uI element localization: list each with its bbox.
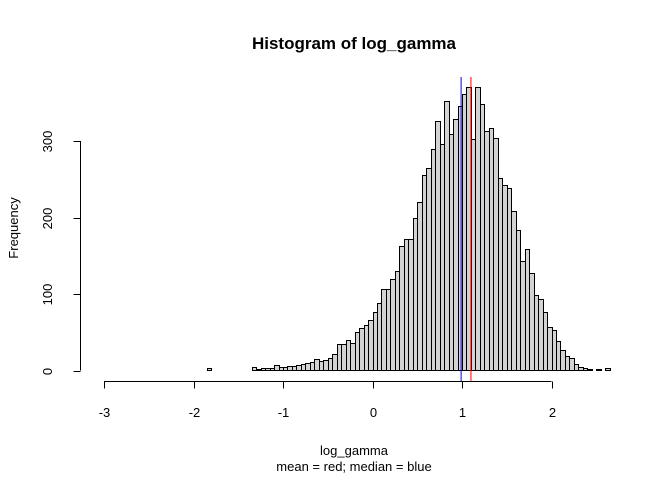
histogram-bar: [413, 218, 418, 371]
histogram-bar: [520, 261, 526, 371]
histogram-bar: [484, 131, 490, 371]
histogram-bar: [261, 368, 266, 371]
histogram-bar: [489, 128, 494, 371]
histogram-bar: [449, 134, 454, 371]
x-axis-label: log_gamma: [320, 443, 389, 458]
x-tick-label: -1: [278, 405, 290, 420]
histogram-bar: [435, 121, 441, 371]
histogram-bar: [426, 168, 432, 371]
histogram-bar: [511, 211, 517, 371]
histogram-bar: [547, 327, 553, 371]
x-tick-label: -3: [99, 405, 111, 420]
histogram-bar: [395, 271, 400, 371]
histogram-bar: [337, 344, 342, 371]
histogram-bar: [475, 87, 481, 371]
histogram-bar: [287, 366, 293, 371]
y-axis-label: Frequency: [6, 197, 21, 259]
histogram-bar: [529, 273, 535, 371]
histogram-bar: [319, 361, 324, 371]
histogram-bar: [283, 367, 288, 371]
histogram-bar: [373, 312, 378, 371]
histogram-bar: [296, 365, 302, 371]
y-tick-label: 100: [40, 284, 55, 306]
x-tick-label: 2: [549, 405, 556, 420]
x-tick-label: -2: [189, 405, 201, 420]
chart-title: Histogram of log_gamma: [252, 34, 457, 53]
histogram-bar: [574, 364, 579, 371]
histogram-bars: [207, 87, 611, 371]
histogram-bar: [422, 175, 427, 371]
histogram-bar: [364, 325, 369, 371]
histogram-bar: [332, 354, 338, 371]
histogram-bar: [310, 362, 315, 371]
histogram-bar: [408, 239, 414, 371]
histogram-bar: [305, 363, 311, 371]
histogram-bar: [556, 341, 561, 371]
histogram-bar: [543, 312, 548, 371]
histogram-bar: [605, 368, 611, 371]
histogram-bar: [578, 367, 584, 371]
histogram-bar: [404, 239, 409, 371]
histogram-bar: [502, 185, 508, 371]
histogram-bar: [440, 144, 445, 371]
histogram-bar: [274, 365, 280, 371]
histogram-bar: [498, 178, 503, 371]
histogram-bar: [596, 369, 602, 371]
histogram-bar: [417, 202, 423, 371]
histogram-bar: [279, 367, 284, 371]
histogram-bar: [453, 119, 459, 371]
x-tick-label: 0: [370, 405, 377, 420]
histogram-bar: [587, 369, 593, 371]
y-tick-label: 300: [40, 131, 55, 153]
histogram-bar: [341, 344, 347, 371]
histogram-bar: [314, 359, 320, 371]
stat-lines: [460, 77, 472, 382]
y-tick-label: 200: [40, 208, 55, 230]
histogram-bar: [480, 104, 485, 371]
histogram-bar: [301, 364, 306, 371]
histogram-bar: [350, 343, 356, 371]
histogram-bar: [458, 106, 463, 371]
x-axis-subtitle: mean = red; median = blue: [276, 459, 431, 474]
histogram-bar: [534, 295, 539, 371]
histogram-bar: [207, 368, 212, 371]
histogram-bar: [399, 246, 405, 371]
histogram-bar: [381, 289, 387, 371]
histogram-bar: [355, 332, 360, 371]
histogram-bar: [516, 230, 521, 371]
histogram-bar: [323, 360, 329, 371]
x-tick-label: 1: [459, 405, 466, 420]
histogram-bar: [565, 356, 570, 371]
histogram-bar: [256, 369, 262, 371]
histogram-bar: [471, 139, 476, 371]
histogram-bar: [569, 358, 575, 371]
histogram-bar: [386, 289, 391, 371]
histogram-bar: [390, 279, 396, 371]
histogram-bar: [292, 366, 297, 371]
histogram-bar: [493, 138, 499, 371]
histogram-bar: [368, 320, 374, 371]
histogram-bar: [270, 368, 275, 371]
histogram-bar: [252, 367, 257, 371]
histogram-bar: [346, 340, 351, 371]
histogram-bar: [265, 368, 271, 371]
histogram-bar: [525, 249, 530, 371]
histogram-bar: [583, 368, 588, 371]
histogram-bar: [538, 299, 544, 371]
histogram-bar: [552, 330, 557, 371]
histogram-bar: [431, 149, 436, 371]
histogram-bar: [444, 101, 450, 371]
x-axis: -3 -2 -1 0 1 2: [99, 381, 556, 420]
histogram-bar: [462, 94, 467, 371]
y-tick-label: 0: [40, 368, 55, 375]
histogram-bar: [377, 303, 382, 371]
histogram-bar: [359, 328, 365, 371]
y-axis: 0 100 200 300: [40, 131, 81, 375]
histogram-bar: [328, 358, 333, 371]
histogram-bar: [507, 188, 512, 371]
histogram-bar: [560, 350, 566, 371]
